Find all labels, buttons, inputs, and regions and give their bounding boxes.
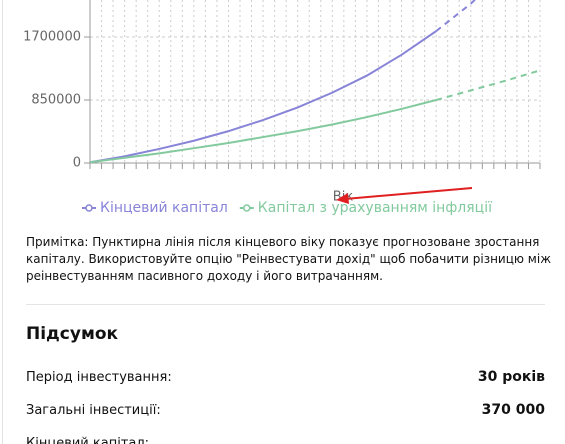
summary-label: Період інвестування: bbox=[26, 370, 172, 385]
divider bbox=[26, 304, 545, 305]
legend-marker bbox=[85, 204, 93, 212]
legend-marker bbox=[243, 204, 251, 212]
summary-label: Кінцевий капітал: bbox=[26, 436, 150, 444]
summary-title: Підсумок bbox=[26, 324, 119, 344]
legend-label: Кінцевий капітал bbox=[100, 200, 228, 216]
projection-line bbox=[435, 0, 477, 32]
y-tick-label: 1700000 bbox=[23, 30, 81, 45]
summary-row: Кінцевий капітал: bbox=[26, 436, 545, 444]
summary-value: 370 000 bbox=[481, 402, 545, 418]
annotation-arrow bbox=[344, 187, 473, 200]
legend-label: Капітал з урахуванням інфляції bbox=[258, 200, 492, 216]
series-line bbox=[90, 30, 437, 164]
summary-row: Загальні інвестиції: 370 000 bbox=[26, 402, 545, 423]
note: Примітка: Пунктирна лінія після кінцевог… bbox=[26, 235, 552, 283]
summary-value: 30 років bbox=[477, 369, 545, 385]
summary-row: Період інвестування: 30 років bbox=[26, 369, 545, 390]
y-tick-label: 0 bbox=[73, 156, 81, 171]
series-line bbox=[90, 99, 437, 164]
y-tick-label: 850000 bbox=[31, 93, 81, 108]
summary-label: Загальні інвестиції: bbox=[26, 403, 161, 418]
projection-line bbox=[435, 69, 541, 101]
arrow-head bbox=[336, 193, 349, 204]
